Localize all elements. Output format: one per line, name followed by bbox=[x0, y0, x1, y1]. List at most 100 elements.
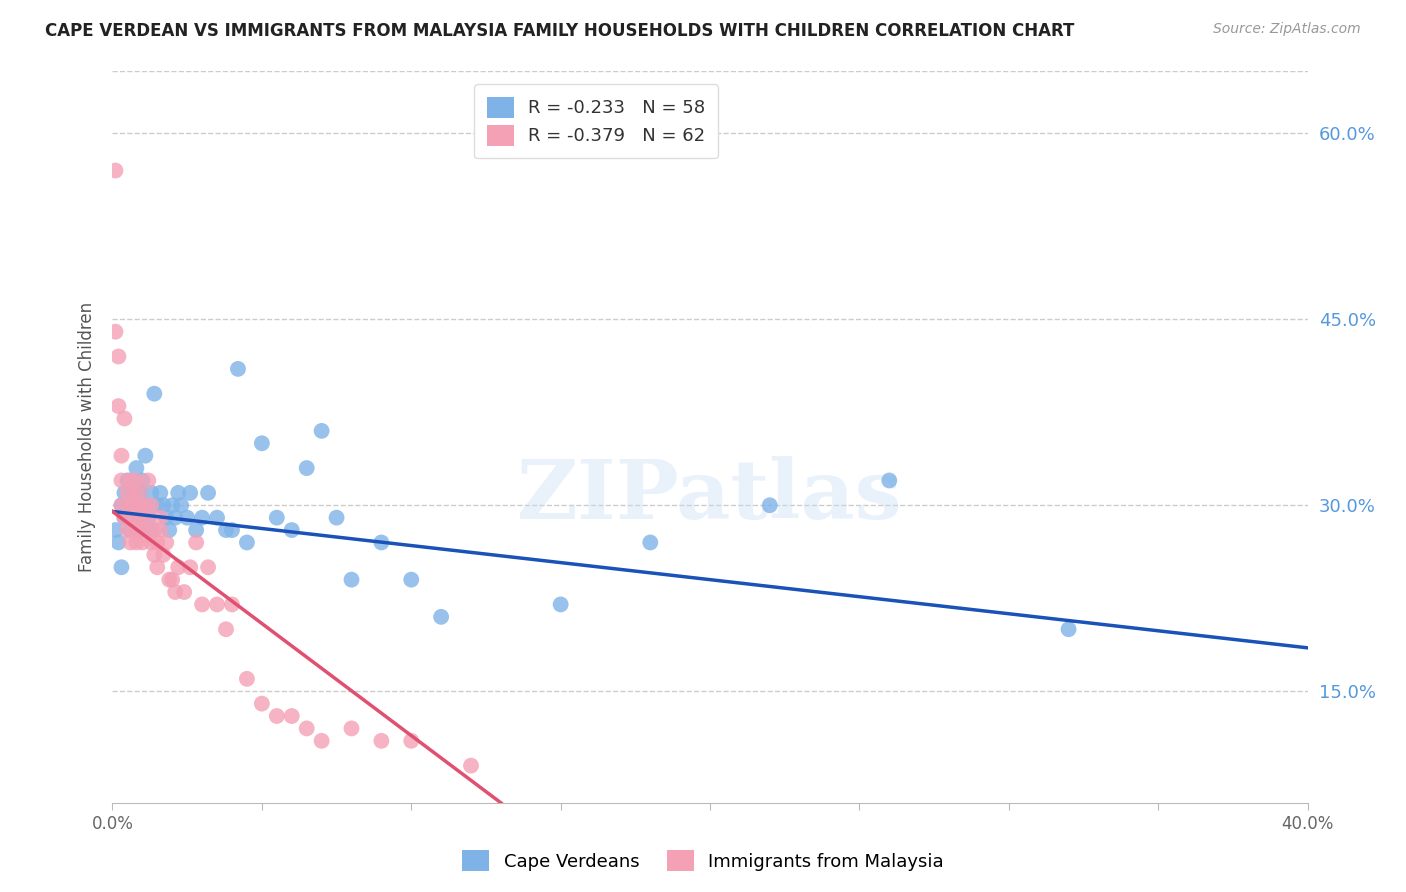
Point bbox=[311, 734, 333, 748]
Point bbox=[152, 548, 174, 562]
Point bbox=[110, 498, 132, 512]
Point bbox=[1057, 622, 1080, 636]
Point bbox=[759, 498, 782, 512]
Point bbox=[114, 510, 135, 524]
Point bbox=[107, 399, 129, 413]
Point bbox=[110, 560, 132, 574]
Point bbox=[430, 610, 453, 624]
Point bbox=[266, 709, 288, 723]
Point bbox=[640, 535, 662, 549]
Point bbox=[401, 573, 423, 587]
Point bbox=[167, 486, 190, 500]
Point bbox=[879, 474, 901, 488]
Point bbox=[117, 474, 139, 488]
Point bbox=[250, 436, 273, 450]
Point bbox=[110, 474, 132, 488]
Point bbox=[114, 486, 135, 500]
Point bbox=[134, 449, 156, 463]
Legend: R = -0.233   N = 58, R = -0.379   N = 62: R = -0.233 N = 58, R = -0.379 N = 62 bbox=[474, 84, 718, 158]
Point bbox=[197, 560, 219, 574]
Point bbox=[125, 510, 148, 524]
Point bbox=[122, 498, 145, 512]
Point bbox=[122, 523, 145, 537]
Point bbox=[149, 523, 172, 537]
Point bbox=[128, 498, 150, 512]
Point bbox=[141, 523, 163, 537]
Point bbox=[138, 510, 160, 524]
Point bbox=[266, 510, 288, 524]
Point bbox=[197, 486, 219, 500]
Point bbox=[295, 722, 318, 736]
Point bbox=[340, 573, 363, 587]
Point bbox=[311, 424, 333, 438]
Point bbox=[120, 498, 142, 512]
Point bbox=[176, 510, 198, 524]
Point bbox=[107, 535, 129, 549]
Point bbox=[122, 498, 145, 512]
Point bbox=[131, 510, 153, 524]
Point bbox=[104, 163, 127, 178]
Point bbox=[250, 697, 273, 711]
Point bbox=[138, 474, 160, 488]
Point bbox=[191, 510, 214, 524]
Point bbox=[162, 498, 183, 512]
Point bbox=[226, 362, 249, 376]
Point bbox=[370, 734, 392, 748]
Point bbox=[141, 498, 163, 512]
Point bbox=[128, 486, 150, 500]
Point bbox=[143, 548, 166, 562]
Point bbox=[152, 498, 174, 512]
Point bbox=[114, 411, 135, 425]
Point bbox=[125, 461, 148, 475]
Point bbox=[157, 523, 180, 537]
Point bbox=[131, 510, 153, 524]
Point bbox=[120, 510, 142, 524]
Point bbox=[205, 510, 228, 524]
Y-axis label: Family Households with Children: Family Households with Children bbox=[77, 302, 96, 572]
Point bbox=[134, 498, 156, 512]
Point bbox=[281, 523, 304, 537]
Text: CAPE VERDEAN VS IMMIGRANTS FROM MALAYSIA FAMILY HOUSEHOLDS WITH CHILDREN CORRELA: CAPE VERDEAN VS IMMIGRANTS FROM MALAYSIA… bbox=[45, 22, 1074, 40]
Point bbox=[110, 498, 132, 512]
Point bbox=[157, 573, 180, 587]
Point bbox=[128, 486, 150, 500]
Point bbox=[138, 510, 160, 524]
Point bbox=[295, 461, 318, 475]
Point bbox=[146, 560, 169, 574]
Point bbox=[215, 622, 238, 636]
Point bbox=[179, 560, 201, 574]
Point bbox=[122, 486, 145, 500]
Point bbox=[340, 722, 363, 736]
Point bbox=[167, 560, 190, 574]
Point bbox=[125, 474, 148, 488]
Point bbox=[117, 486, 139, 500]
Point bbox=[191, 598, 214, 612]
Point bbox=[146, 498, 169, 512]
Point bbox=[179, 486, 201, 500]
Point bbox=[173, 585, 195, 599]
Point bbox=[114, 510, 135, 524]
Text: Source: ZipAtlas.com: Source: ZipAtlas.com bbox=[1213, 22, 1361, 37]
Point bbox=[131, 535, 153, 549]
Legend: Cape Verdeans, Immigrants from Malaysia: Cape Verdeans, Immigrants from Malaysia bbox=[456, 843, 950, 879]
Point bbox=[146, 535, 169, 549]
Point bbox=[117, 523, 139, 537]
Point bbox=[155, 510, 177, 524]
Point bbox=[281, 709, 304, 723]
Point bbox=[165, 510, 187, 524]
Point bbox=[170, 498, 193, 512]
Point bbox=[125, 510, 148, 524]
Point bbox=[134, 523, 156, 537]
Point bbox=[128, 523, 150, 537]
Point bbox=[143, 523, 166, 537]
Point bbox=[122, 486, 145, 500]
Point bbox=[221, 598, 243, 612]
Point bbox=[236, 535, 259, 549]
Point bbox=[205, 598, 228, 612]
Point bbox=[162, 573, 183, 587]
Point bbox=[120, 535, 142, 549]
Point bbox=[117, 498, 139, 512]
Text: ZIPatlas: ZIPatlas bbox=[517, 456, 903, 535]
Point bbox=[107, 350, 129, 364]
Point bbox=[370, 535, 392, 549]
